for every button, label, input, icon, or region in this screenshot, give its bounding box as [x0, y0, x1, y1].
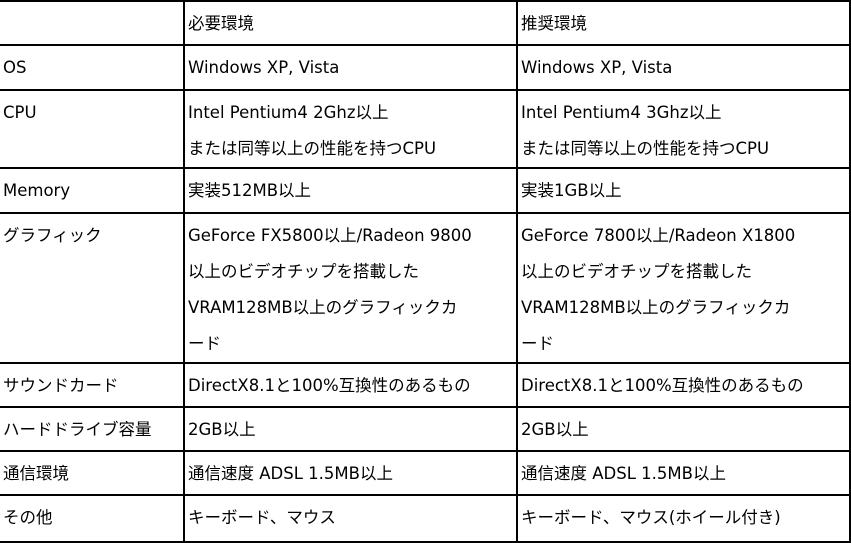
row-label: グラフィック	[0, 212, 185, 364]
required-cell: DirectX8.1と100%互換性のあるもの	[183, 362, 518, 408]
required-cell: 実装512MB以上	[183, 167, 518, 214]
cell-line: DirectX8.1と100%互換性のあるもの	[188, 376, 471, 395]
required-cell: Windows XP, Vista	[183, 44, 518, 91]
cell-line: Windows XP, Vista	[521, 58, 673, 77]
recommended-cell: 実装1GB以上	[516, 167, 851, 214]
row-label: 通信環境	[0, 450, 185, 496]
cell-line: キーボード、マウス	[188, 508, 336, 527]
cell-line: DirectX8.1と100%互換性のあるもの	[521, 376, 804, 395]
recommended-cell: Windows XP, Vista	[516, 44, 851, 91]
table-row: Memory 実装512MB以上 実装1GB以上	[0, 167, 851, 214]
recommended-cell: Intel Pentium4 3Ghz以上または同等以上の性能を持つCPU	[516, 89, 851, 169]
required-cell: 2GB以上	[183, 406, 518, 452]
cell-line: 実装512MB以上	[188, 181, 312, 200]
cell-line: 以上のビデオチップを搭載した	[188, 262, 419, 281]
table-row: OS Windows XP, Vista Windows XP, Vista	[0, 44, 851, 91]
required-cell: GeForce FX5800以上/Radeon 9800 以上のビデオチップを搭載…	[183, 212, 518, 364]
recommended-cell: 通信速度 ADSL 1.5MB以上	[516, 450, 851, 496]
cell-line: または同等以上の性能を持つCPU	[521, 139, 770, 158]
row-label: ハードドライブ容量	[0, 406, 185, 452]
cell-line: または同等以上の性能を持つCPU	[188, 139, 437, 158]
cell-line: 実装1GB以上	[521, 181, 622, 200]
cell-line: Intel Pentium4 2Ghz以上	[188, 103, 389, 122]
recommended-cell: DirectX8.1と100%互換性のあるもの	[516, 362, 851, 408]
row-label: CPU	[0, 89, 185, 169]
recommended-cell: GeForce 7800以上/Radeon X1800 以上のビデオチップを搭載し…	[516, 212, 851, 364]
required-cell: 通信速度 ADSL 1.5MB以上	[183, 450, 518, 496]
cell-line: VRAM128MB以上のグラフィックカ	[521, 298, 791, 317]
cell-line: GeForce FX5800以上/Radeon 9800	[188, 226, 472, 245]
required-cell: Intel Pentium4 2Ghz以上または同等以上の性能を持つCPU	[183, 89, 518, 169]
cell-line: 通信速度 ADSL 1.5MB以上	[521, 464, 726, 483]
cell-line: Windows XP, Vista	[188, 58, 340, 77]
table-row: CPU Intel Pentium4 2Ghz以上または同等以上の性能を持つCPU…	[0, 89, 851, 169]
cell-line: キーボード、マウス(ホイール付き)	[521, 508, 781, 527]
table-row: ハードドライブ容量 2GB以上 2GB以上	[0, 406, 851, 452]
table-row: サウンドカード DirectX8.1と100%互換性のあるもの DirectX8.1…	[0, 362, 851, 408]
row-label: Memory	[0, 167, 185, 214]
cell-line: 通信速度 ADSL 1.5MB以上	[188, 464, 393, 483]
header-recommended: 推奨環境	[516, 0, 851, 46]
cell-line: VRAM128MB以上のグラフィックカ	[188, 298, 458, 317]
cell-line: 以上のビデオチップを搭載した	[521, 262, 752, 281]
header-empty	[0, 0, 185, 46]
table-row: グラフィック GeForce FX5800以上/Radeon 9800 以上のビデオ…	[0, 212, 851, 364]
row-label: OS	[0, 44, 185, 91]
cell-line: 2GB以上	[188, 420, 256, 439]
table-row: 通信環境 通信速度 ADSL 1.5MB以上 通信速度 ADSL 1.5MB以上	[0, 450, 851, 496]
header-row: 必要環境 推奨環境	[0, 0, 851, 46]
cell-line: 2GB以上	[521, 420, 589, 439]
cell-line: ード	[188, 334, 221, 353]
header-required: 必要環境	[183, 0, 518, 46]
recommended-cell: 2GB以上	[516, 406, 851, 452]
cell-line: GeForce 7800以上/Radeon X1800	[521, 226, 796, 245]
cell-line: Intel Pentium4 3Ghz以上	[521, 103, 722, 122]
row-label: サウンドカード	[0, 362, 185, 408]
cell-line: ード	[521, 334, 554, 353]
